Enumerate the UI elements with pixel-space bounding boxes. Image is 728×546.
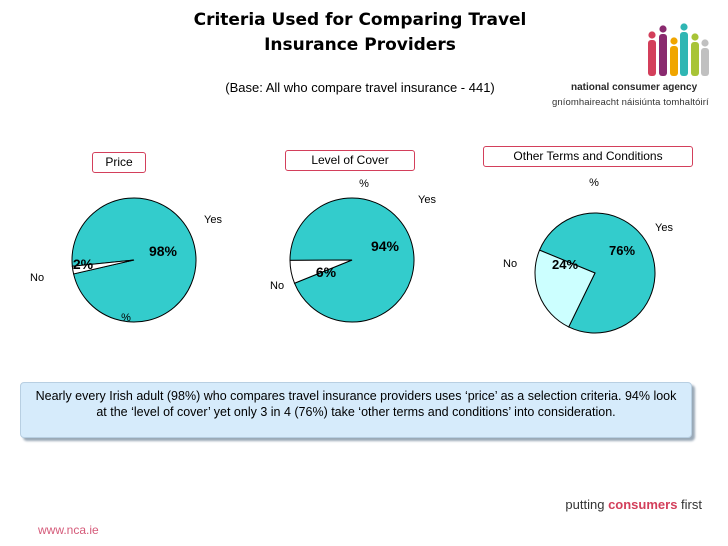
chart-2-title: Level of Cover [285, 150, 415, 171]
pie-3-label-no: No [503, 258, 517, 270]
pie-1-value-no: 2% [73, 256, 94, 272]
pie-1-label-yes: Yes [204, 214, 222, 226]
pie-chart-1: % Yes 98% No 2% [30, 197, 222, 324]
page-title: Criteria Used for Comparing Travel Insur… [140, 8, 580, 58]
summary-text: Nearly every Irish adult (98%) who compa… [35, 389, 677, 419]
chart-3-title: Other Terms and Conditions [483, 146, 693, 167]
tagline-consumers: consumers [608, 497, 678, 512]
logo-figure-4-head [680, 23, 688, 31]
tagline-putting: putting [565, 497, 609, 512]
pie-2-value-yes: 94% [371, 238, 400, 254]
logo-word-consumer: consumer [612, 82, 660, 93]
pie-1-value-yes: 98% [149, 243, 178, 259]
pie-1-slice-no [71, 259, 135, 275]
pie-3-slice-yes [538, 212, 656, 334]
pie-2-unit-label: % [359, 178, 369, 190]
pie-1-unit-label: % [121, 312, 131, 324]
pie-chart-2: % Yes 94% No 6% [270, 178, 436, 323]
logo-figure-6-head [701, 39, 709, 47]
pie-chart-3: % Yes 76% No 24% [503, 177, 673, 334]
pie-2-value-no: 6% [316, 264, 337, 280]
logo-word-agency: agency [659, 82, 698, 93]
pie-2-slice-no [289, 259, 353, 284]
logo-irish-text: gníomhaireacht náisiúnta tomhaltóirí [552, 97, 709, 108]
website-link[interactable]: www.nca.ie [38, 523, 99, 537]
pie-1-label-no: No [30, 272, 44, 284]
logo-wordmark: national consumer agency [571, 82, 697, 93]
logo-figure-1-body [648, 40, 656, 76]
logo-figure-6-body [701, 48, 709, 76]
logo-figure-1-head [648, 31, 656, 39]
tagline: putting consumers first [565, 497, 702, 512]
pie-3-label-yes: Yes [655, 222, 673, 234]
logo-figure-3-head [670, 37, 678, 45]
logo-figure-4-body [680, 32, 688, 76]
logo-figure-2-head [659, 25, 667, 33]
pie-3-slice-no [534, 249, 596, 328]
pie-charts: % Yes 98% No 2%% Yes 94% No 6%% Yes 76% No 24% [30, 177, 673, 334]
pie-2-label-no: No [270, 280, 284, 292]
title-line-1: Criteria Used for Comparing Travel [193, 10, 527, 30]
logo-figure-3-body [670, 46, 678, 76]
title-line-2: Insurance Providers [264, 35, 456, 55]
nca-logo-figures-icon [648, 23, 709, 76]
logo-figure-2-body [659, 34, 667, 76]
pie-3-value-yes: 76% [609, 243, 635, 258]
logo-figure-5-body [691, 42, 699, 76]
pie-3-unit-label: % [589, 177, 599, 189]
pie-3-value-no: 24% [552, 257, 578, 272]
logo-figure-5-head [691, 33, 699, 41]
chart-1-title: Price [92, 152, 146, 173]
subtitle: (Base: All who compare travel insurance … [225, 80, 495, 95]
pie-2-label-yes: Yes [418, 194, 436, 206]
pie-2-slice-yes [289, 197, 415, 323]
summary-callout: Nearly every Irish adult (98%) who compa… [20, 382, 692, 438]
tagline-first: first [677, 497, 702, 512]
logo-word-national: national [571, 82, 613, 93]
